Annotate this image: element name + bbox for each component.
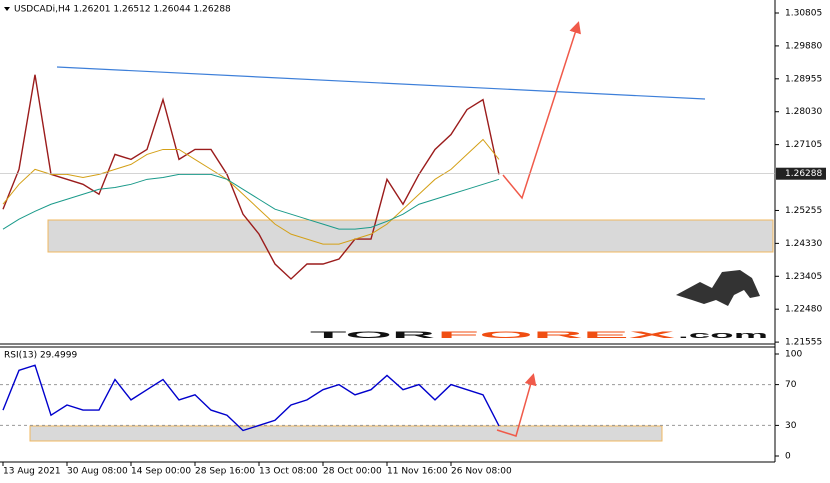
y-tick-label: 1.28030 [785,107,822,117]
y-tick-label: 1.24330 [785,239,822,249]
y-tick-label: 0 [785,452,791,462]
x-tick-label: 11 Nov 16:00 [387,467,448,477]
series-line [2,364,500,432]
series-line [2,74,500,280]
watermark-text: TOR [310,330,438,340]
y-tick-label: 1.25255 [785,206,822,216]
x-tick-label: 28 Oct 00:00 [323,467,382,477]
y-tick-label: 1.30805 [785,8,822,18]
forecast-arrow [496,373,537,437]
rsi-title: RSI(13) 29.4999 [4,351,77,361]
support-zone [47,219,774,253]
x-tick-label: 13 Oct 08:00 [259,467,318,477]
trend-line [56,66,706,100]
chart-title: USDCADi,H4 1.26201 1.26512 1.26044 1.262… [14,5,231,15]
y-tick-label: 1.21555 [785,338,822,348]
y-tick-label: 100 [785,350,802,360]
rsi-zone [29,425,663,442]
last-price-box [776,167,826,180]
series-line [2,173,500,230]
y-tick-label: 70 [785,380,797,390]
x-tick-label: 26 Nov 08:00 [451,467,512,477]
y-tick-label: 1.29880 [785,41,822,51]
x-tick-label: 28 Sep 16:00 [195,467,255,477]
x-tick-label: 13 Aug 2021 [3,467,61,477]
y-tick-label: 1.27105 [785,140,822,150]
y-tick-label: 30 [785,421,797,431]
last-price-label: 1.26288 [785,169,822,179]
watermark-text: FOREX [437,330,675,340]
watermark: TOR FOREX .com [310,270,768,340]
y-tick-label: 1.23405 [785,272,822,282]
bull-icon [676,270,760,306]
forecast-arrow [502,21,581,200]
y-tick-label: 1.28955 [785,74,822,84]
x-tick-label: 30 Aug 08:00 [67,467,128,477]
y-tick-label: 1.22480 [785,305,822,315]
series-line [2,138,500,245]
x-tick-label: 14 Sep 00:00 [131,467,191,477]
menu-icon [4,7,10,11]
watermark-text: .com [678,330,768,340]
